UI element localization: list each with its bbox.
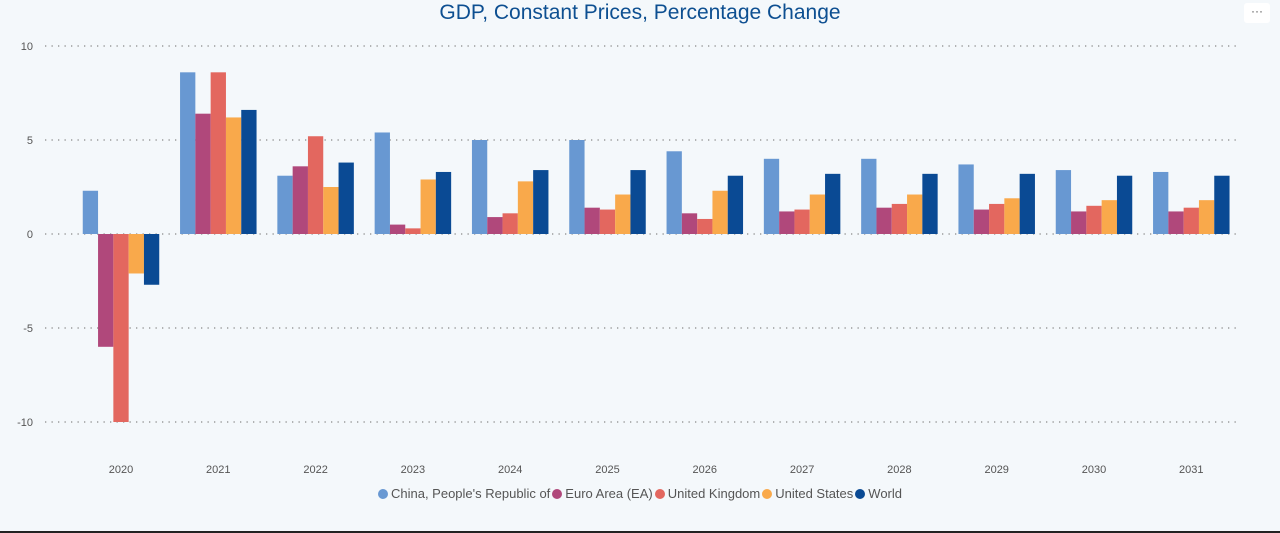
bar-2021-0 [180, 72, 196, 234]
bar-2027-0 [763, 158, 780, 234]
bar-2030-4 [1116, 175, 1133, 234]
legend: China, People's Republic of Euro Area (EA… [0, 486, 1280, 502]
bar-2024-2 [502, 213, 518, 234]
legend-item[interactable]: World [855, 486, 902, 501]
bar-2025-3 [615, 194, 631, 234]
bar-2031-0 [1153, 171, 1169, 234]
bar-2029-2 [989, 203, 1005, 234]
bar-2023-4 [435, 171, 452, 234]
x-tick-label: 2020 [109, 464, 133, 476]
bar-2020-3 [128, 234, 144, 274]
legend-marker [377, 488, 388, 499]
bar-2024-1 [487, 217, 503, 234]
legend-item[interactable]: United States [762, 486, 853, 501]
ellipsis-icon[interactable]: ··· [1244, 3, 1270, 23]
y-tick-label: -5 [23, 323, 33, 335]
bar-2031-1 [1168, 211, 1184, 234]
bar-2022-1 [292, 166, 308, 234]
legend-item[interactable]: China, People's Republic of [377, 486, 551, 501]
bar-2023-1 [389, 224, 406, 234]
bar-2030-1 [1071, 211, 1087, 234]
bar-2021-2 [210, 72, 226, 234]
x-tick-label: 2021 [206, 464, 230, 476]
bar-2025-0 [569, 140, 585, 234]
legend-marker [762, 488, 773, 499]
legend-marker [552, 488, 563, 499]
chart-title: GDP, Constant Prices, Percentage Change [439, 1, 841, 24]
bar-2024-0 [471, 140, 488, 234]
y-tick-label: -10 [17, 417, 33, 429]
bar-2022-2 [307, 136, 324, 234]
bar-2026-4 [727, 175, 744, 234]
bar-2021-3 [225, 117, 242, 234]
bar-2021-4 [241, 109, 257, 234]
bar-2025-4 [630, 170, 646, 234]
bar-2031-2 [1183, 207, 1199, 234]
x-tick-label: 2024 [498, 464, 522, 476]
bar-2027-4 [825, 173, 841, 234]
bar-2028-2 [891, 203, 908, 234]
bar-2020-2 [113, 234, 129, 422]
bar-2027-3 [809, 194, 826, 234]
bar-2026-1 [681, 213, 698, 234]
x-tick-label: 2027 [790, 464, 814, 476]
legend-marker [855, 488, 866, 499]
x-tick-label: 2029 [984, 464, 1008, 476]
bar-2020-0 [82, 190, 99, 234]
bar-2027-2 [794, 209, 810, 234]
bar-2022-3 [323, 187, 339, 234]
bar-2029-0 [958, 164, 974, 234]
x-tick-label: 2028 [887, 464, 911, 476]
x-tick-label: 2025 [595, 464, 619, 476]
bar-2028-4 [922, 173, 938, 234]
x-tick-label: 2026 [693, 464, 717, 476]
bar-2022-0 [277, 175, 293, 234]
legend-label: United Kingdom [667, 486, 761, 501]
bar-2029-1 [973, 209, 990, 234]
bar-2028-1 [876, 207, 892, 234]
bar-2026-0 [666, 151, 682, 234]
legend-label: Euro Area (EA) [565, 486, 653, 501]
bar-2025-2 [599, 209, 616, 234]
y-tick-label: 10 [21, 41, 33, 53]
bar-2030-0 [1055, 170, 1072, 234]
y-tick-label: 0 [27, 229, 33, 241]
bar-chart: 10 5 0 -5 -10 2020 2021 2022 2023 2024 2025 2026 202… [17, 41, 1240, 476]
bar-2028-0 [861, 158, 877, 234]
bar-2023-2 [405, 228, 421, 234]
x-tick-label: 2023 [401, 464, 425, 476]
bar-2024-3 [517, 181, 534, 234]
bar-2028-3 [907, 194, 923, 234]
legend-label: United States [775, 486, 854, 501]
bar-2031-4 [1214, 175, 1230, 234]
legend-label: China, People's Republic of [390, 486, 551, 501]
bar-2021-1 [195, 113, 211, 234]
bar-2029-4 [1019, 173, 1035, 234]
x-tick-label: 2031 [1179, 464, 1203, 476]
bar-2027-1 [779, 211, 795, 234]
bar-2022-4 [338, 162, 354, 234]
bar-2030-3 [1101, 200, 1117, 234]
legend-item[interactable]: United Kingdom [654, 486, 761, 501]
x-tick-label: 2030 [1082, 464, 1106, 476]
bar-2029-3 [1004, 198, 1020, 234]
x-tick-label: 2022 [303, 464, 327, 476]
bar-2025-1 [584, 207, 600, 234]
legend-item[interactable]: Euro Area (EA) [552, 486, 653, 501]
bar-2020-4 [143, 234, 160, 285]
bottom-border [0, 531, 1280, 533]
y-tick-label: 5 [27, 135, 33, 147]
bar-2030-2 [1086, 205, 1102, 234]
bar-2023-3 [420, 179, 436, 234]
bar-2026-2 [697, 218, 713, 234]
legend-label: World [868, 486, 902, 501]
bar-2020-1 [98, 234, 114, 347]
bar-2031-3 [1198, 200, 1215, 234]
bar-2026-3 [712, 190, 728, 234]
bar-2023-0 [374, 132, 390, 234]
bar-2024-4 [533, 170, 549, 234]
legend-marker [654, 488, 665, 499]
